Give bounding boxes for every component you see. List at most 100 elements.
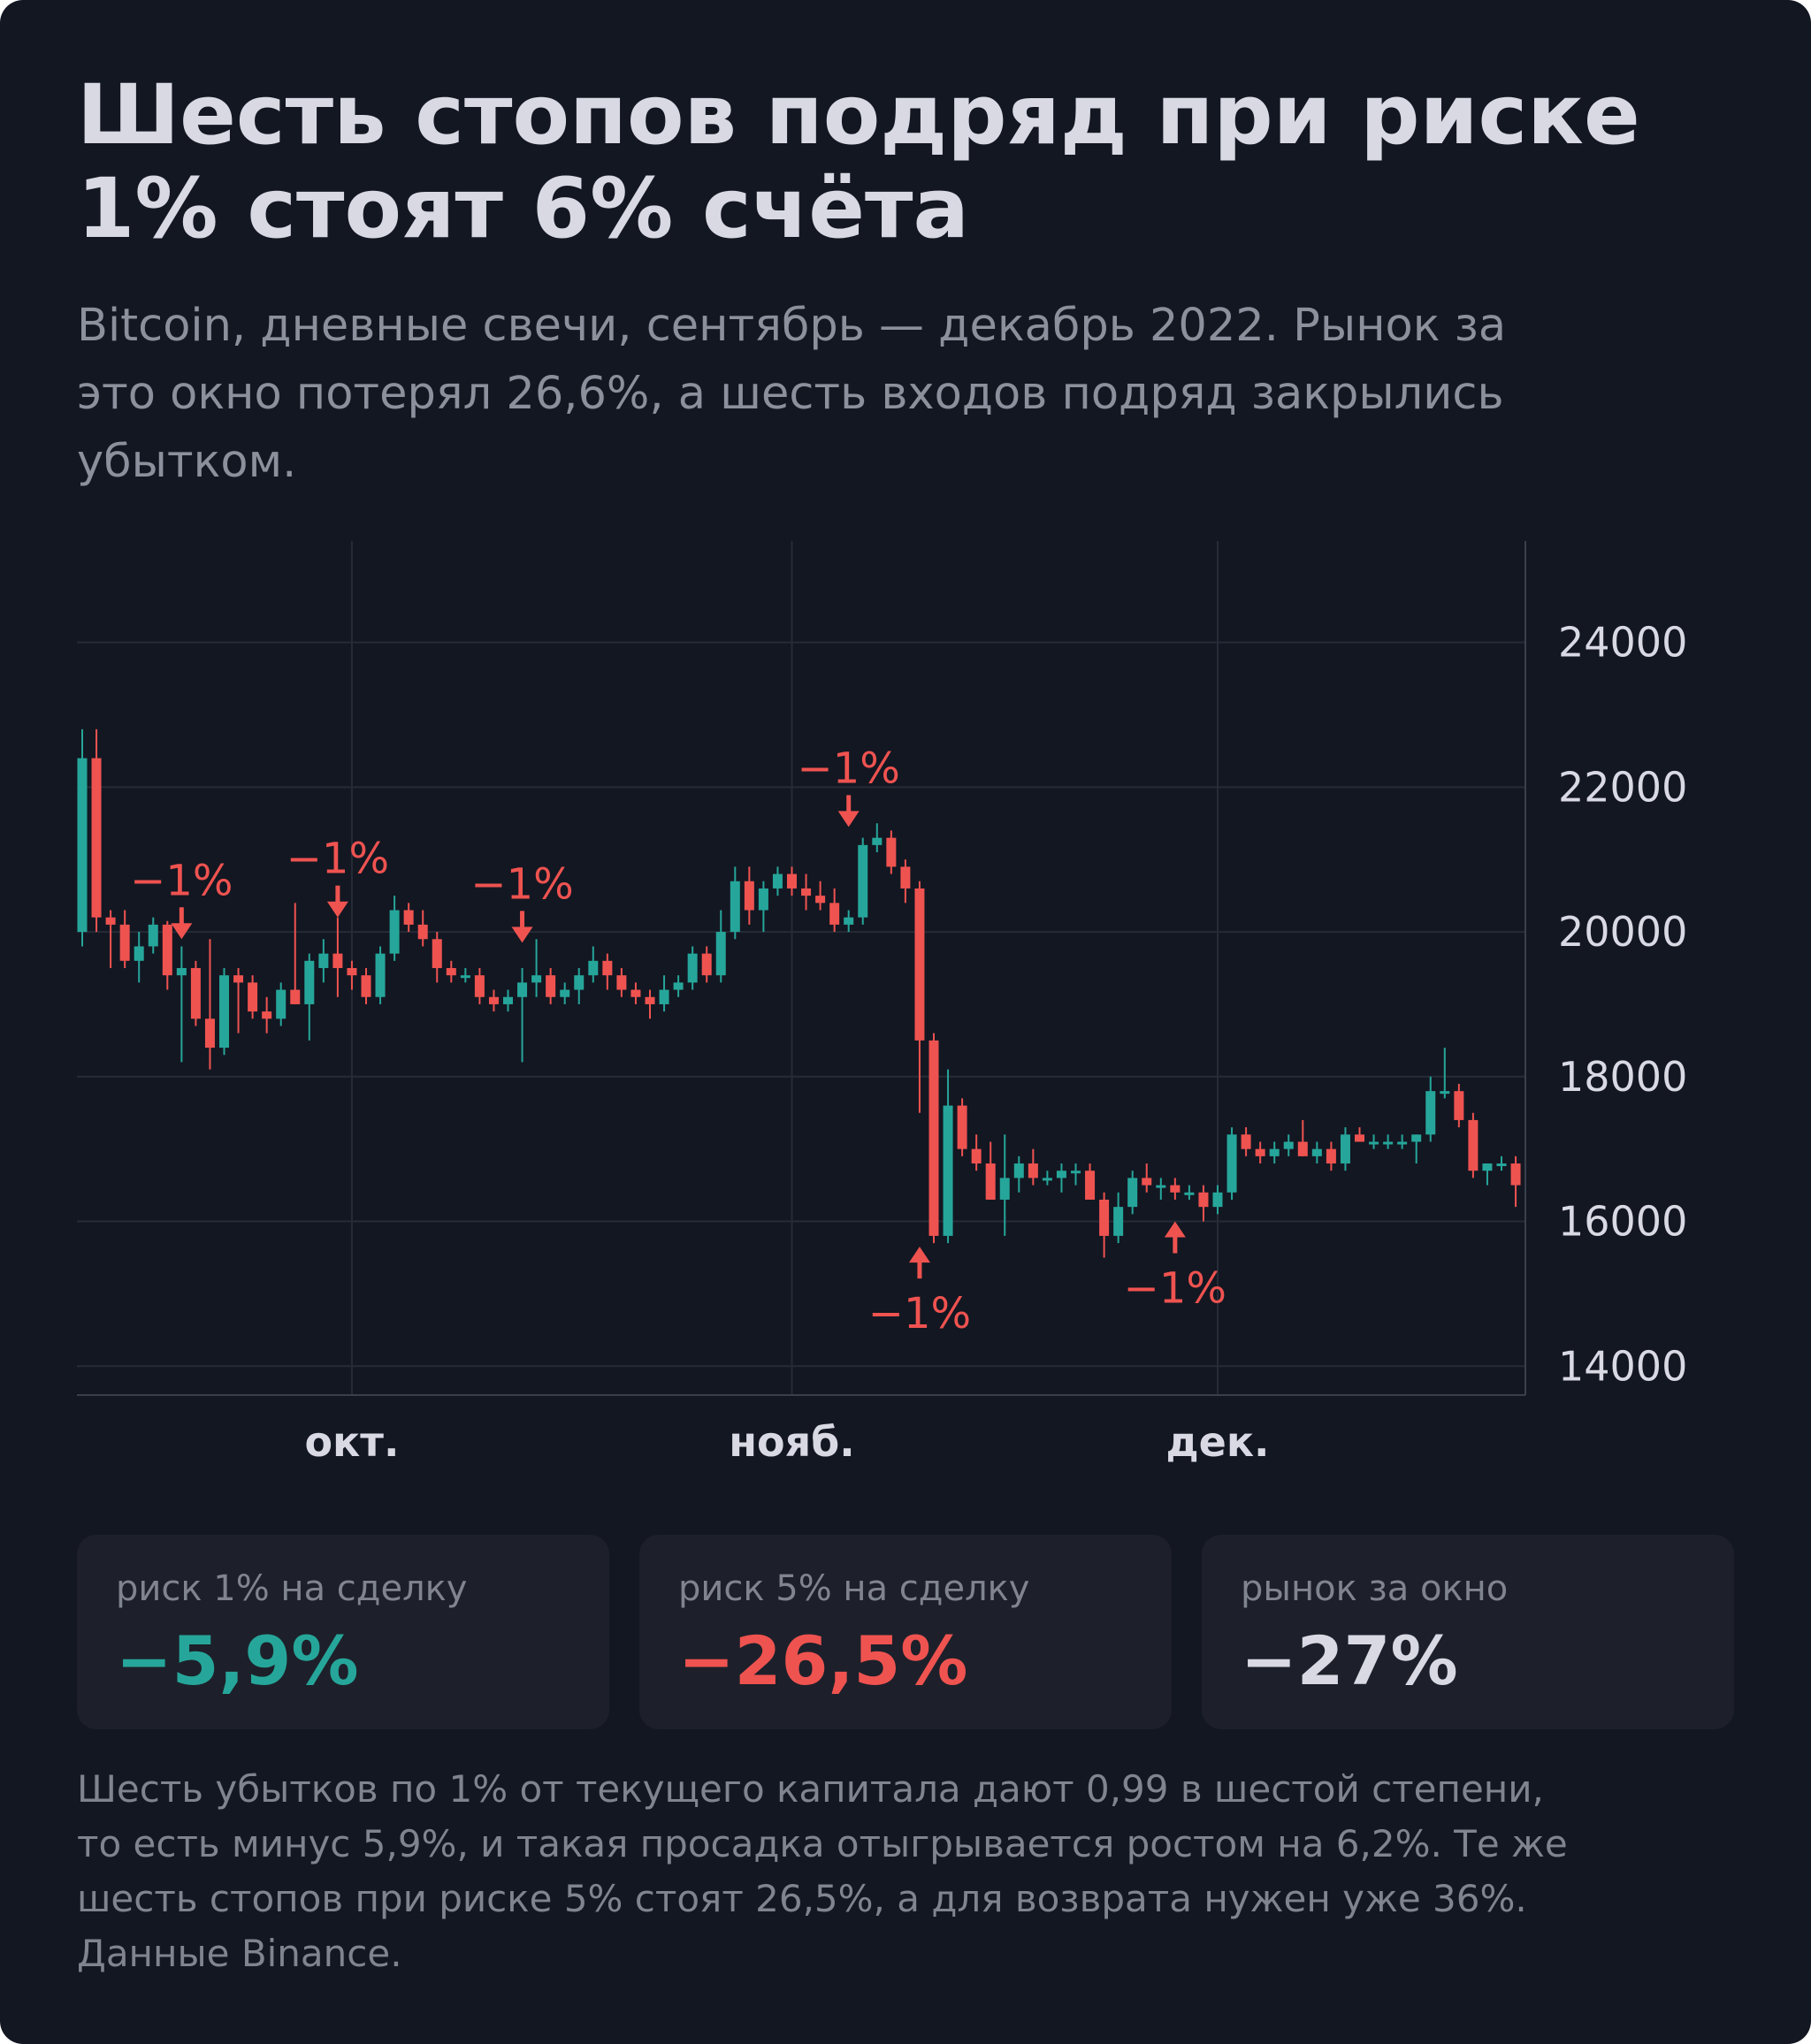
y-tick-label: 24000: [1558, 619, 1687, 667]
page-title: Шесть стопов подряд при риске 1% стоят 6…: [77, 69, 1739, 256]
page-subtitle: Bitcoin, дневные свечи, сентябрь — декаб…: [77, 292, 1739, 496]
candle-body: [829, 903, 840, 925]
candle-body: [772, 873, 783, 889]
candle-body: [332, 953, 343, 968]
footnote-line-2: то есть минус 5,9%, и такая просадка оты…: [77, 1822, 1568, 1865]
candle-body: [758, 888, 768, 911]
candle-body: [417, 924, 428, 940]
candle-body: [957, 1105, 967, 1149]
candle-body: [1326, 1148, 1336, 1164]
candle-body: [204, 1018, 215, 1049]
candle-body: [730, 881, 740, 933]
candle-body: [1071, 1171, 1081, 1174]
candle-body: [389, 910, 400, 954]
candle-body: [176, 968, 187, 976]
candle-body: [1269, 1148, 1280, 1156]
candle-body: [715, 932, 726, 976]
title-line-1: Шесть стопов подряд при риске: [77, 67, 1640, 164]
candle-body: [1297, 1141, 1308, 1156]
candle-body: [1028, 1163, 1038, 1178]
candle-body: [1255, 1148, 1265, 1156]
candle-body: [1056, 1171, 1066, 1178]
candle-body: [1013, 1163, 1024, 1178]
candle-body: [701, 953, 712, 976]
candle-body: [1127, 1178, 1138, 1208]
candle-body: [460, 975, 470, 979]
candle-body: [744, 881, 754, 911]
candle-body: [262, 1011, 272, 1019]
candle-body: [1397, 1141, 1408, 1145]
y-tick-label: 20000: [1558, 908, 1687, 956]
stat-label: риск 1% на сделку: [116, 1568, 468, 1609]
candle-body: [517, 982, 528, 997]
candle-body: [474, 975, 485, 997]
candle-body: [914, 888, 925, 1041]
stop-loss-label: −1%: [868, 1289, 971, 1339]
candle-body: [985, 1163, 996, 1200]
stop-loss-label: −1%: [798, 744, 900, 793]
candle-body: [1454, 1091, 1464, 1120]
y-tick-label: 22000: [1558, 763, 1687, 811]
candle-body: [1099, 1199, 1110, 1236]
candle-body: [1184, 1192, 1195, 1195]
stat-value: −27%: [1241, 1621, 1458, 1700]
candle-body: [1340, 1134, 1350, 1164]
candlestick-chart: 14000 16000 18000 20000 22000 24000 окт. нояб. д…: [77, 541, 1687, 1466]
subtitle-line-1: Bitcoin, дневные свечи, сентябрь — декаб…: [77, 300, 1507, 352]
candle-body: [531, 975, 542, 983]
x-tick-label: нояб.: [729, 1418, 855, 1466]
candle-body: [1369, 1141, 1379, 1145]
candle-body: [503, 996, 513, 1004]
y-tick-label: 16000: [1558, 1198, 1687, 1246]
candle-body: [560, 989, 570, 997]
candle-body: [1482, 1163, 1493, 1171]
candle-body: [219, 975, 229, 1049]
candle-body: [276, 989, 287, 1019]
candle-body: [162, 924, 172, 976]
candle-body: [233, 975, 244, 983]
candle-body: [1411, 1134, 1422, 1142]
candle-body: [77, 758, 88, 933]
candle-body: [787, 873, 797, 889]
candle-body: [602, 960, 613, 976]
footnote-line-1: Шесть убытков по 1% от текущего капитала…: [77, 1767, 1544, 1811]
footnote: Шесть убытков по 1% от текущего капитала…: [77, 1762, 1748, 1981]
candle-body: [858, 844, 868, 918]
candle-body: [1355, 1134, 1364, 1142]
candle-body: [1085, 1171, 1096, 1200]
stat-label: рынок за окно: [1241, 1568, 1509, 1609]
stat-card-risk-1: риск 1% на сделку −5,9%: [77, 1535, 609, 1729]
x-tick-label: окт.: [304, 1418, 399, 1466]
stop-loss-label: −1%: [470, 859, 573, 909]
candle-body: [900, 866, 911, 889]
candle-body: [999, 1178, 1010, 1200]
candle-body: [1283, 1141, 1294, 1149]
candle-body: [546, 975, 556, 997]
candle-body: [815, 896, 826, 904]
candle-body: [1142, 1178, 1152, 1186]
candle-body: [687, 953, 698, 983]
y-tick-label: 18000: [1558, 1053, 1687, 1101]
candle-body: [248, 982, 258, 1012]
candle-body: [1226, 1134, 1237, 1193]
candle-body: [1383, 1141, 1394, 1145]
candle-body: [928, 1040, 939, 1236]
candle-body: [630, 989, 641, 997]
stat-label: риск 5% на сделку: [678, 1568, 1030, 1609]
stop-loss-label: −1%: [287, 835, 389, 884]
subtitle-line-3: убытком.: [77, 436, 297, 488]
candle-body: [1496, 1163, 1507, 1167]
stop-arrow-head: [171, 923, 193, 940]
stat-card-risk-5: риск 5% на сделку −26,5%: [639, 1535, 1172, 1729]
stop-arrow-head: [837, 811, 860, 828]
candle-body: [1212, 1192, 1223, 1208]
candle-body: [886, 837, 897, 867]
candle-body: [290, 989, 301, 1004]
stop-arrow-head: [908, 1247, 930, 1263]
candle-body: [134, 946, 144, 961]
candle-body: [148, 924, 158, 947]
candle-body: [1241, 1134, 1251, 1149]
footnote-line-4: Данные Binance.: [77, 1932, 402, 1975]
candle-body: [1198, 1192, 1209, 1208]
